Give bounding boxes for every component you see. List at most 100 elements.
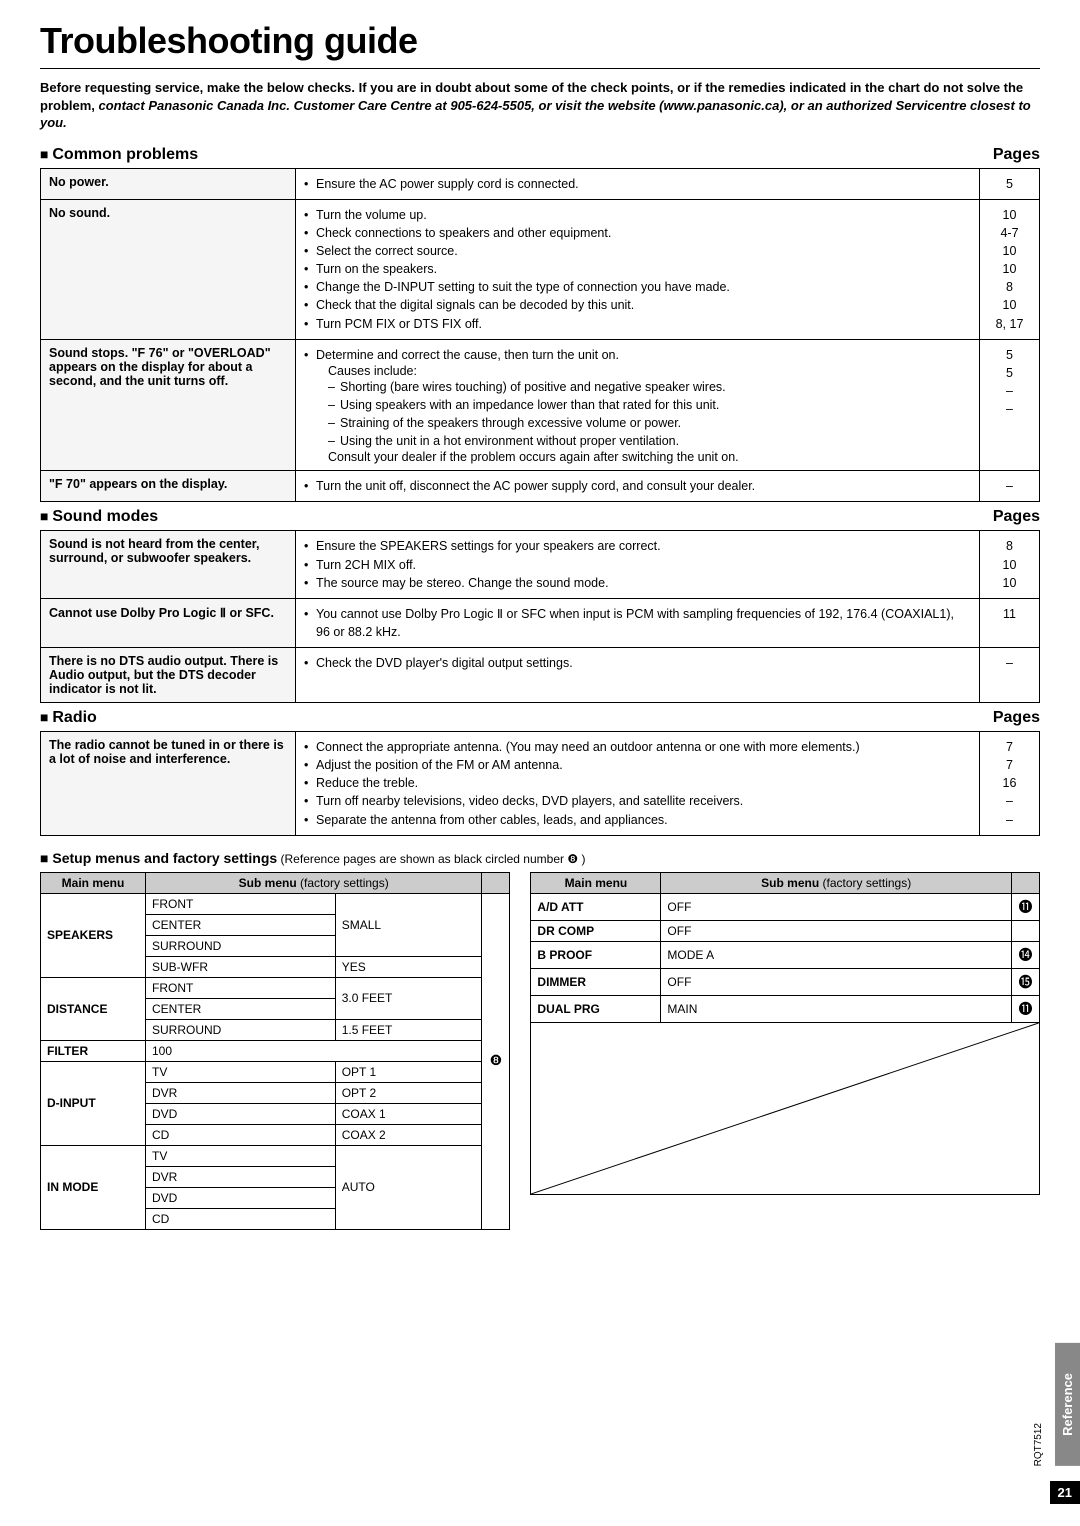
page-ref: 10: [988, 574, 1031, 592]
sub-cell: DVR: [146, 1166, 336, 1187]
table-row: No power. Ensure the AC power supply cor…: [41, 168, 1040, 199]
page-cell: –: [980, 471, 1040, 502]
remedy-cell: Ensure the SPEAKERS settings for your sp…: [296, 531, 980, 598]
section-title-common: Common problems: [40, 146, 198, 164]
remedy-cell: Determine and correct the cause, then tu…: [296, 339, 980, 471]
table-row: Sound stops. "F 76" or "OVERLOAD" appear…: [41, 339, 1040, 471]
th-sub-suffix: (factory settings): [819, 876, 911, 890]
problem-cell: The radio cannot be tuned in or there is…: [41, 732, 296, 836]
main-menu-cell: DR COMP: [531, 920, 661, 941]
sub-cell: FRONT: [146, 893, 336, 914]
th-sub-label: Sub menu: [239, 876, 297, 890]
table-row: B PROOFMODE A⓮: [531, 941, 1040, 968]
remedy-cell: Connect the appropriate antenna. (You ma…: [296, 732, 980, 836]
title-divider: [40, 68, 1040, 69]
sub-cell: OFF: [661, 968, 1012, 995]
main-menu-cell: D-INPUT: [41, 1061, 146, 1145]
remedy-cell: Check the DVD player's digital output se…: [296, 648, 980, 703]
main-menu-cell: B PROOF: [531, 941, 661, 968]
sub-cell: DVR: [146, 1082, 336, 1103]
table-header-row: Main menu Sub menu (factory settings): [41, 872, 510, 893]
remedy-item: Ensure the SPEAKERS settings for your sp…: [304, 537, 971, 555]
val-cell: YES: [335, 956, 482, 977]
cause-item: Straining of the speakers through excess…: [328, 414, 971, 432]
remedy-item: Check connections to speakers and other …: [304, 224, 971, 242]
page-ref: 10: [988, 260, 1031, 278]
page-ref: –: [988, 654, 1031, 672]
pages-label: Pages: [993, 709, 1040, 727]
th-sub-suffix: (factory settings): [297, 876, 389, 890]
table-row: DUAL PRGMAIN⓫: [531, 995, 1040, 1022]
section-header-common: Common problems Pages: [40, 146, 1040, 164]
table-radio: The radio cannot be tuned in or there is…: [40, 731, 1040, 836]
remedy-item: Adjust the position of the FM or AM ante…: [304, 756, 971, 774]
section-header-radio: Radio Pages: [40, 709, 1040, 727]
remedy-item: You cannot use Dolby Pro Logic Ⅱ or SFC …: [304, 605, 971, 641]
table-row: Cannot use Dolby Pro Logic Ⅱ or SFC. You…: [41, 598, 1040, 647]
remedy-item: Select the correct source.: [304, 242, 971, 260]
val-cell: OPT 2: [335, 1082, 482, 1103]
problem-cell: Cannot use Dolby Pro Logic Ⅱ or SFC.: [41, 598, 296, 647]
page-ref: –: [988, 400, 1031, 418]
th-main: Main menu: [41, 872, 146, 893]
val-cell: AUTO: [335, 1145, 482, 1229]
table-row: A/D ATTOFF⓫: [531, 893, 1040, 920]
page-ref: –: [988, 792, 1031, 810]
main-menu-cell: FILTER: [41, 1040, 146, 1061]
remedy-item: Ensure the AC power supply cord is conne…: [304, 175, 971, 193]
table-row: DR COMPOFF: [531, 920, 1040, 941]
main-menu-cell: SPEAKERS: [41, 893, 146, 977]
page-ref: 10: [988, 206, 1031, 224]
setup-ref-icon: ❽: [567, 852, 578, 866]
page-cell: 5: [980, 168, 1040, 199]
setup-title: Setup menus and factory settings: [52, 850, 277, 866]
sub-cell: CD: [146, 1208, 336, 1229]
table-row: There is no DTS audio output. There is A…: [41, 648, 1040, 703]
document-code: RQT7512: [1033, 1423, 1044, 1466]
sub-cell: SURROUND: [146, 935, 336, 956]
page-ref: –: [988, 382, 1031, 400]
section-header-setup: Setup menus and factory settings (Refere…: [40, 850, 1040, 866]
problem-cell: No power.: [41, 168, 296, 199]
remedy-item: Turn off nearby televisions, video decks…: [304, 792, 971, 810]
intro-text: Before requesting service, make the belo…: [40, 79, 1040, 132]
remedy-item: Turn on the speakers.: [304, 260, 971, 278]
cause-item: Using speakers with an impedance lower t…: [328, 396, 971, 414]
remedy-lead: Determine and correct the cause, then tu…: [304, 346, 971, 364]
table-row: IN MODE TV AUTO: [41, 1145, 510, 1166]
sub-cell: MAIN: [661, 995, 1012, 1022]
pages-label: Pages: [993, 508, 1040, 526]
page-ref: 5: [988, 364, 1031, 382]
page-ref: 5: [988, 346, 1031, 364]
sub-cell: DVD: [146, 1187, 336, 1208]
diagonal-line-icon: [531, 1023, 1039, 1194]
table-row: The radio cannot be tuned in or there is…: [41, 732, 1040, 836]
sub-cell: 100: [146, 1040, 482, 1061]
page-ref: 10: [988, 296, 1031, 314]
th-sub: Sub menu (factory settings): [661, 872, 1012, 893]
ref-cell: ⓫: [1012, 995, 1040, 1022]
val-cell: 3.0 FEET: [335, 977, 482, 1019]
setup-table-right: Main menu Sub menu (factory settings) A/…: [530, 872, 1040, 1023]
remedy-item: Turn PCM FIX or DTS FIX off.: [304, 315, 971, 333]
page-ref: 7: [988, 756, 1031, 774]
table-row: D-INPUT TVOPT 1: [41, 1061, 510, 1082]
sub-cell: OFF: [661, 893, 1012, 920]
problem-cell: Sound is not heard from the center, surr…: [41, 531, 296, 598]
cause-item: Shorting (bare wires touching) of positi…: [328, 378, 971, 396]
main-menu-cell: DUAL PRG: [531, 995, 661, 1022]
remedy-cell: Turn the volume up. Check connections to…: [296, 199, 980, 339]
table-row: FILTER 100: [41, 1040, 510, 1061]
sub-cell: FRONT: [146, 977, 336, 998]
sub-cell: CENTER: [146, 998, 336, 1019]
remedy-item: Reduce the treble.: [304, 774, 971, 792]
remedy-tail: Consult your dealer if the problem occur…: [304, 450, 971, 464]
ref-cell: ⓯: [1012, 968, 1040, 995]
remedy-item: Change the D-INPUT setting to suit the t…: [304, 278, 971, 296]
sub-cell: CENTER: [146, 914, 336, 935]
page-cell: 10 4-7 10 10 8 10 8, 17: [980, 199, 1040, 339]
sub-cell: TV: [146, 1061, 336, 1082]
sub-cell: MODE A: [661, 941, 1012, 968]
page-ref: 16: [988, 774, 1031, 792]
remedy-cell: You cannot use Dolby Pro Logic Ⅱ or SFC …: [296, 598, 980, 647]
